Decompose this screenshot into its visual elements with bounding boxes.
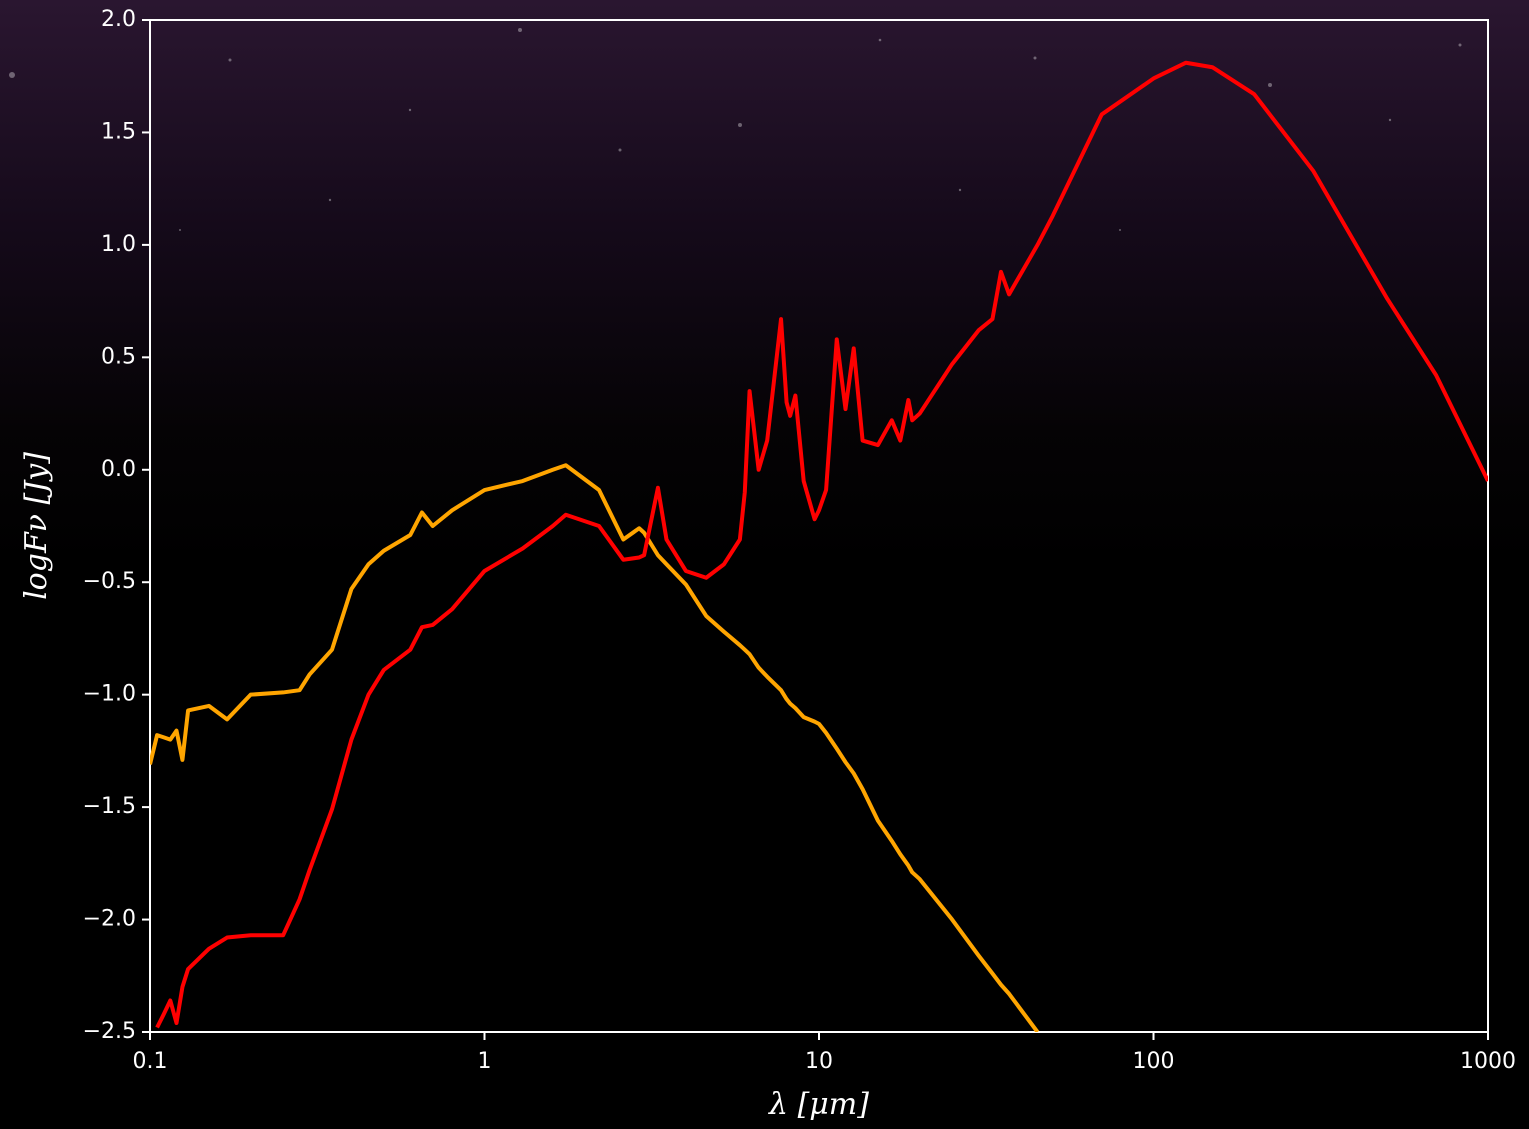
y-tick-label: −2.5 [83,1019,136,1044]
x-tick-label: 1 [478,1049,492,1074]
y-tick-label: 1.5 [101,119,136,144]
y-tick-label: 1.0 [101,232,136,257]
x-tick-label: 10 [805,1049,833,1074]
x-axis-label: λ [μm] [768,1087,869,1122]
x-tick-label: 100 [1133,1049,1175,1074]
y-tick-label: 2.0 [101,7,136,32]
x-tick-label: 0.1 [133,1049,168,1074]
y-tick-label: 0.0 [101,457,136,482]
x-tick-label: 1000 [1460,1049,1516,1074]
star-field [9,28,1462,231]
y-tick-label: −1.5 [83,794,136,819]
data-line [155,60,1488,1029]
y-axis-label: logFν [Jy] [19,452,54,600]
y-tick-label: −2.0 [83,907,136,932]
plot-frame [149,19,1489,1033]
y-tick-label: −0.5 [83,569,136,594]
y-tick-label: 0.5 [101,344,136,369]
y-tick-label: −1.0 [83,682,136,707]
data-line [150,463,1040,1032]
